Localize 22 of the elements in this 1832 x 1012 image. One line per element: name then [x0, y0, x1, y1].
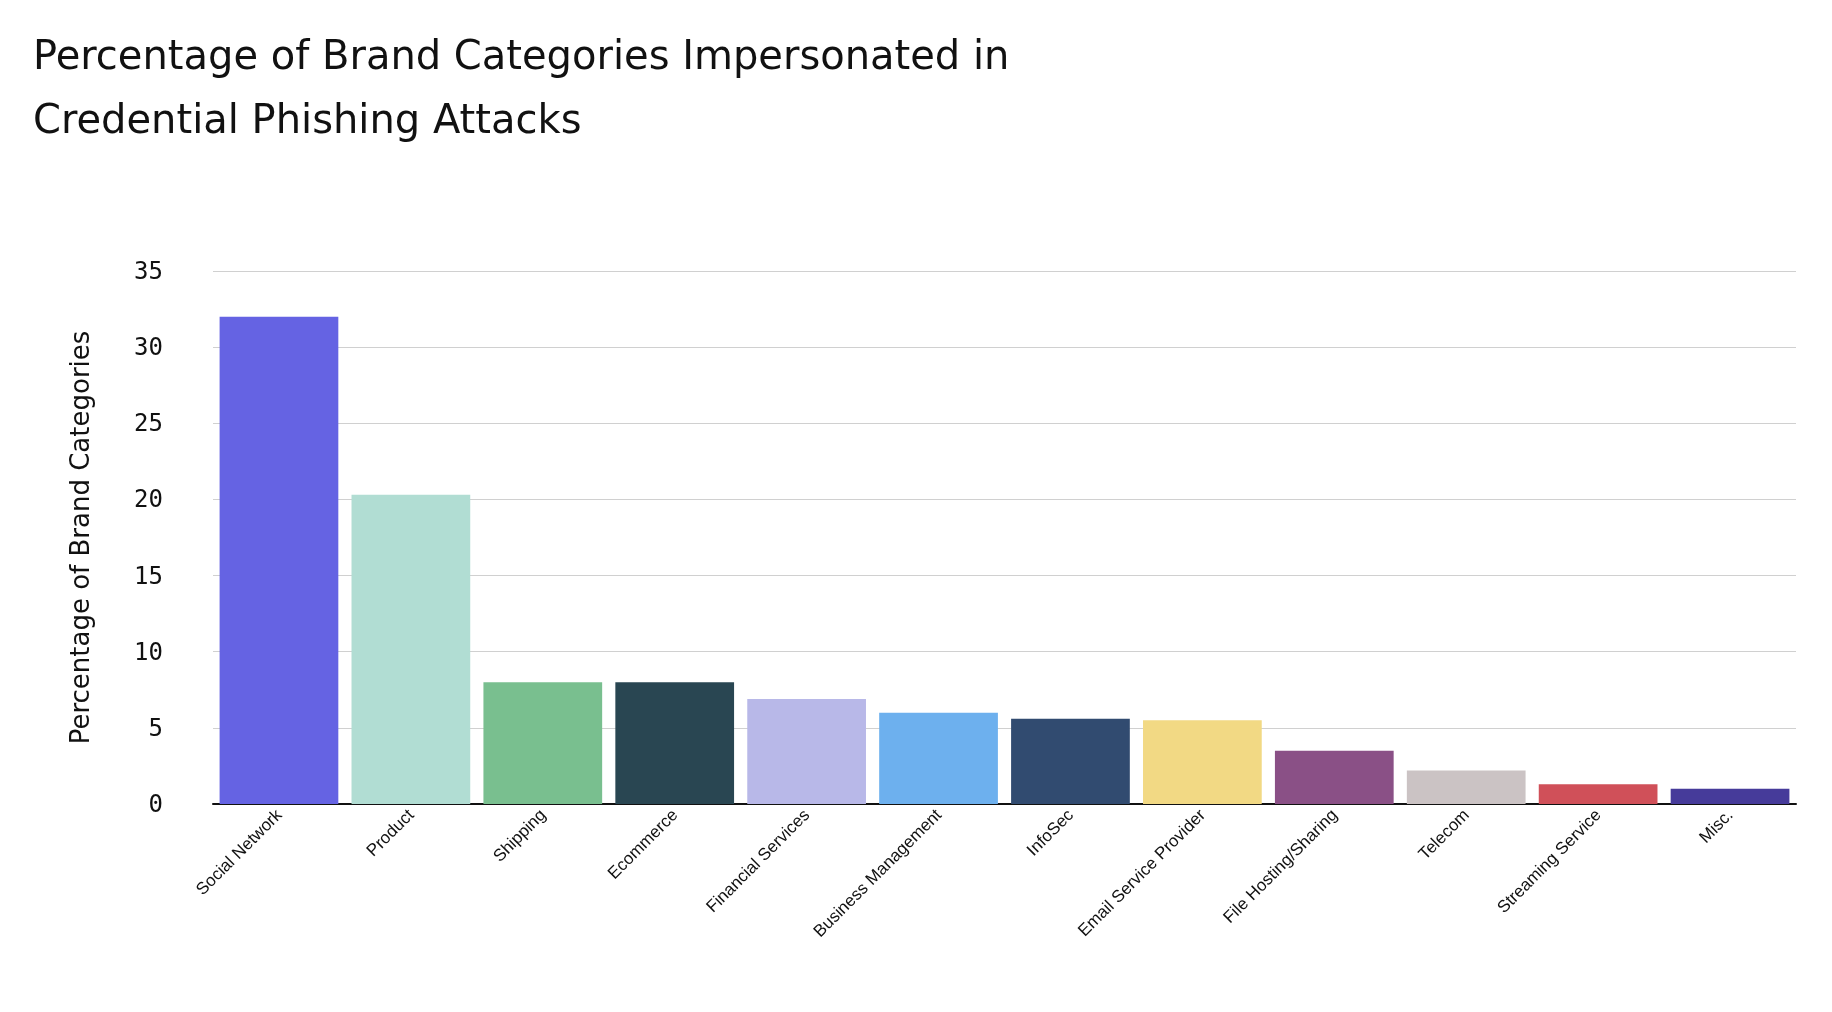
bar — [1538, 784, 1658, 804]
bar — [351, 494, 471, 804]
y-tick-label: 0 — [148, 790, 163, 818]
bar — [219, 316, 339, 804]
bar — [1143, 720, 1262, 804]
y-tick-label: 25 — [134, 409, 163, 438]
bar — [1670, 788, 1790, 804]
y-tick-label: 35 — [134, 257, 163, 285]
bar — [615, 682, 735, 804]
y-tick-label: 20 — [134, 485, 163, 514]
y-axis-title: Percentage of Brand Categories — [65, 330, 95, 745]
bar — [1011, 718, 1130, 804]
y-tick-label: 15 — [134, 561, 163, 590]
y-tick-label: 30 — [134, 333, 163, 362]
bar — [879, 712, 998, 804]
bar — [747, 698, 866, 804]
chart-title: Percentage of Brand Categories Impersonated in Credential Phishing Attacks — [33, 32, 1023, 142]
y-tick-label: 10 — [134, 637, 163, 666]
bar — [1274, 750, 1394, 804]
y-tick-label: 5 — [148, 713, 163, 742]
bar — [483, 682, 603, 804]
bar — [1406, 770, 1526, 804]
